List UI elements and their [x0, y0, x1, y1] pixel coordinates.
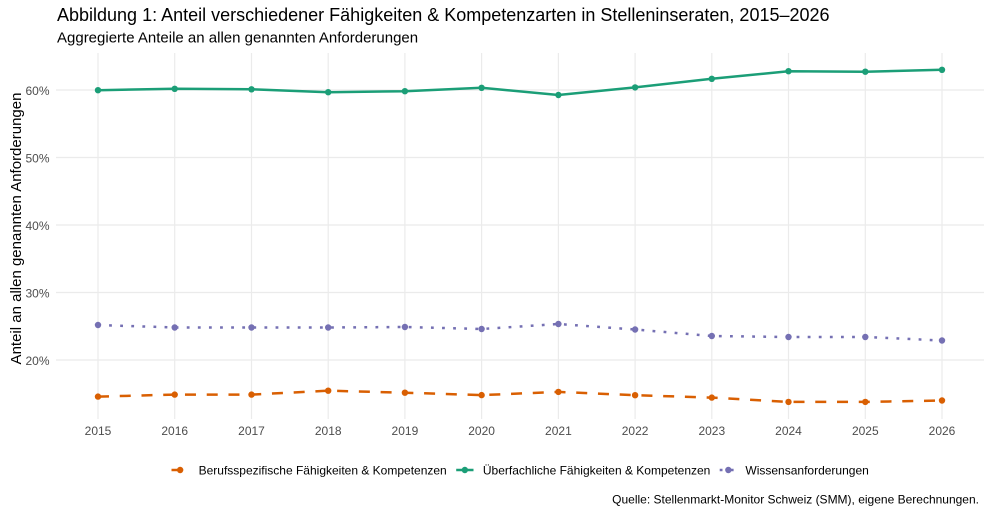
svg-text:2023: 2023	[698, 424, 725, 438]
svg-text:2017: 2017	[238, 424, 265, 438]
svg-text:Überfachliche Fähigkeiten & Ko: Überfachliche Fähigkeiten & Kompetenzen	[483, 464, 710, 478]
svg-text:50%: 50%	[25, 151, 49, 165]
svg-text:60%: 60%	[25, 84, 49, 98]
svg-text:2019: 2019	[392, 424, 419, 438]
svg-text:Aggregierte Anteile an allen g: Aggregierte Anteile an allen genannten A…	[57, 30, 418, 47]
svg-text:Anteil an allen genannten Anfo: Anteil an allen genannten Anforderungen	[8, 93, 25, 365]
svg-text:2016: 2016	[161, 424, 188, 438]
svg-text:2021: 2021	[545, 424, 572, 438]
svg-text:2018: 2018	[315, 424, 342, 438]
svg-text:40%: 40%	[25, 219, 49, 233]
svg-text:20%: 20%	[25, 354, 49, 368]
svg-text:2015: 2015	[85, 424, 112, 438]
svg-text:2020: 2020	[468, 424, 495, 438]
svg-text:Abbildung 1: Anteil verschiede: Abbildung 1: Anteil verschiedener Fähigk…	[57, 5, 830, 25]
svg-text:Quelle: Stellenmarkt-Monitor S: Quelle: Stellenmarkt-Monitor Schweiz (SM…	[612, 493, 979, 507]
svg-text:30%: 30%	[25, 286, 49, 300]
svg-text:Berufsspezifische Fähigkeiten: Berufsspezifische Fähigkeiten & Kompeten…	[199, 464, 447, 478]
svg-text:Wissensanforderungen: Wissensanforderungen	[745, 464, 868, 478]
svg-text:2022: 2022	[622, 424, 649, 438]
svg-text:2026: 2026	[929, 424, 956, 438]
svg-text:2025: 2025	[852, 424, 879, 438]
svg-text:2024: 2024	[775, 424, 802, 438]
